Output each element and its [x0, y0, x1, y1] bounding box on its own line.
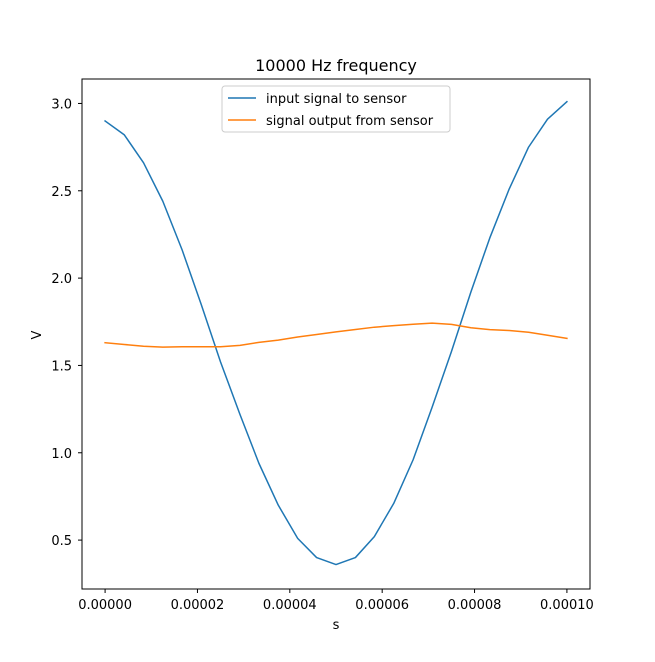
x-tick-label: 0.00002	[171, 598, 225, 613]
legend: input signal to sensor signal output from…	[221, 85, 451, 133]
chart-title: 10000 Hz frequency	[255, 56, 417, 75]
y-tick-label: 1.0	[51, 447, 72, 462]
series-line-1	[104, 100, 568, 566]
plot-area: 0.00000 0.00002 0.00004 0.00006 0.00008 0.000…	[51, 78, 594, 613]
x-axis-label: s	[333, 618, 340, 633]
x-tick-label: 0.00004	[263, 598, 317, 613]
y-tick-label: 0.5	[51, 534, 72, 549]
x-tick-label: 0.00010	[540, 598, 594, 613]
x-tick-label: 0.00006	[355, 598, 409, 613]
legend-box	[221, 85, 451, 133]
y-axis-label: V	[30, 330, 45, 339]
x-tick-label: 0.00008	[448, 598, 502, 613]
y-tick-label: 2.0	[51, 272, 72, 287]
y-tick-label: 3.0	[51, 97, 72, 112]
legend-label-2: signal output from sensor	[266, 114, 434, 129]
y-tick-label: 2.5	[51, 185, 72, 200]
legend-label-1: input signal to sensor	[266, 92, 407, 107]
y-tick-label: 1.5	[51, 359, 72, 374]
axes-frame	[81, 78, 591, 590]
x-tick-label: 0.00000	[78, 598, 132, 613]
series-line-2	[104, 322, 568, 348]
